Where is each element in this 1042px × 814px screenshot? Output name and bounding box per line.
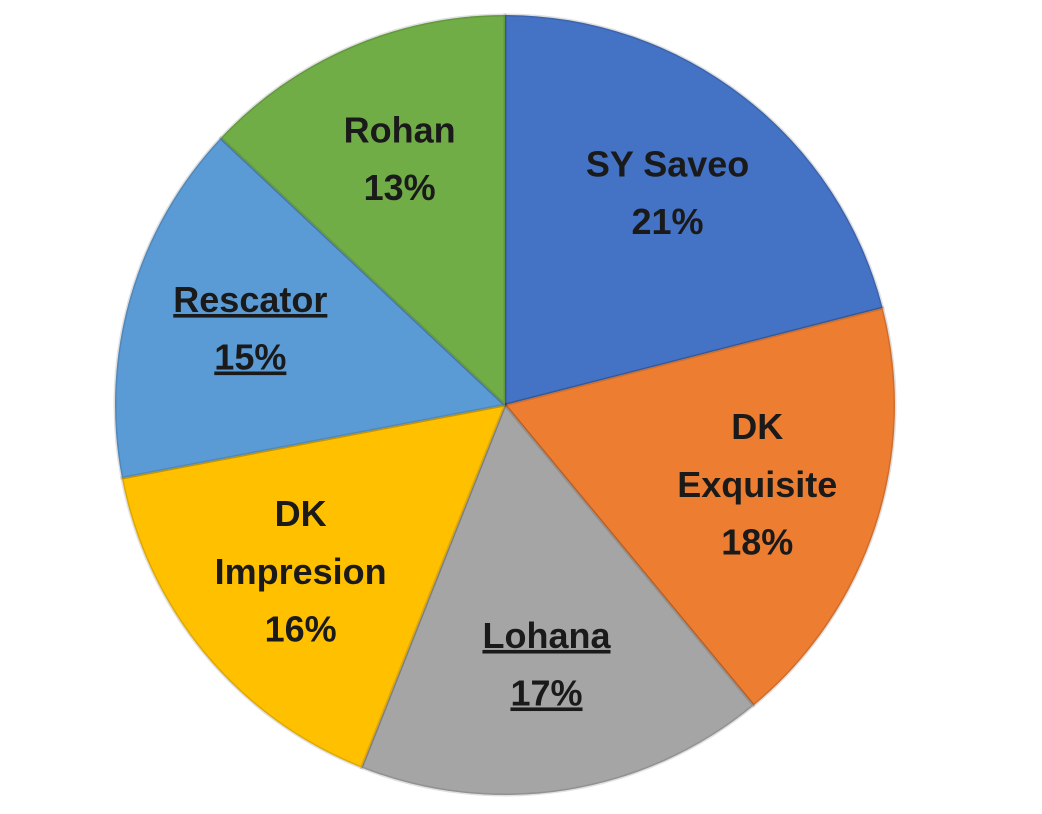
slice-label: Rohan <box>344 109 456 150</box>
value-label: 16% <box>265 609 337 650</box>
value-label: 18% <box>721 521 793 562</box>
slice-label: Lohana <box>482 614 611 655</box>
value-label: 21% <box>632 201 704 242</box>
slice-label: SY Saveo <box>586 143 749 184</box>
pie-slice <box>359 402 756 797</box>
value-label: 15% <box>214 337 286 378</box>
pie-slice <box>120 403 508 770</box>
pie-slice <box>502 306 897 708</box>
pie-slice <box>113 135 509 480</box>
value-label: 13% <box>364 167 436 208</box>
value-label: 17% <box>510 672 582 713</box>
pie-slice <box>218 13 507 409</box>
slice-label: DK Exquisite <box>677 405 837 504</box>
slice-label: Rescator <box>173 279 327 320</box>
slice-label: DK Impresion <box>215 493 387 592</box>
pie-slice <box>503 13 885 407</box>
